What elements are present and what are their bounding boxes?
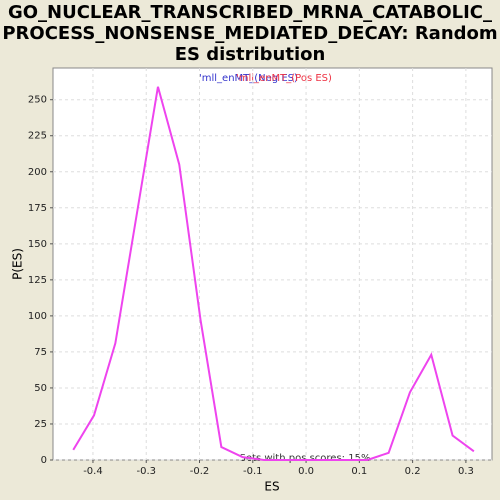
y-tick-label: 100 bbox=[28, 311, 47, 322]
y-tick-label: 200 bbox=[28, 167, 47, 178]
x-tick-label: -0.1 bbox=[243, 466, 263, 477]
data-line bbox=[72, 86, 475, 461]
y-tick-label: 225 bbox=[28, 131, 47, 142]
chart-title: PROCESS_NONSENSE_MEDIATED_DECAY: Random bbox=[2, 23, 497, 44]
legend-entry: 'mll_enMT_(Pos ES) bbox=[236, 73, 332, 84]
x-tick-label: 0.1 bbox=[351, 466, 367, 477]
y-tick-label: 250 bbox=[28, 95, 47, 106]
x-tick-label: -0.3 bbox=[136, 466, 156, 477]
x-tick-label: 0.0 bbox=[298, 466, 314, 477]
legend-entry: 'mll_enMT_(Neg ES) bbox=[199, 73, 298, 84]
plot-area bbox=[52, 67, 493, 461]
y-tick-label: 125 bbox=[28, 275, 47, 286]
y-tick-label: 75 bbox=[34, 347, 47, 358]
x-tick-label: 0.3 bbox=[458, 466, 474, 477]
y-tick-label: 50 bbox=[34, 383, 47, 394]
y-tick-label: 0 bbox=[41, 455, 47, 466]
chart-title: ES distribution bbox=[175, 44, 326, 65]
x-tick-label: 0.2 bbox=[405, 466, 421, 477]
y-tick-label: 175 bbox=[28, 203, 47, 214]
y-axis-label: P(ES) bbox=[11, 248, 25, 280]
x-axis-label: ES bbox=[264, 480, 279, 494]
x-tick-label: -0.2 bbox=[190, 466, 210, 477]
y-tick-label: 150 bbox=[28, 239, 47, 250]
chart-title: GO_NUCLEAR_TRANSCRIBED_MRNA_CATABOLIC_ bbox=[8, 2, 492, 23]
annotation: Sets with pos scores: 15% bbox=[240, 453, 371, 464]
x-tick-label: -0.4 bbox=[83, 466, 103, 477]
y-tick-label: 25 bbox=[34, 419, 47, 430]
